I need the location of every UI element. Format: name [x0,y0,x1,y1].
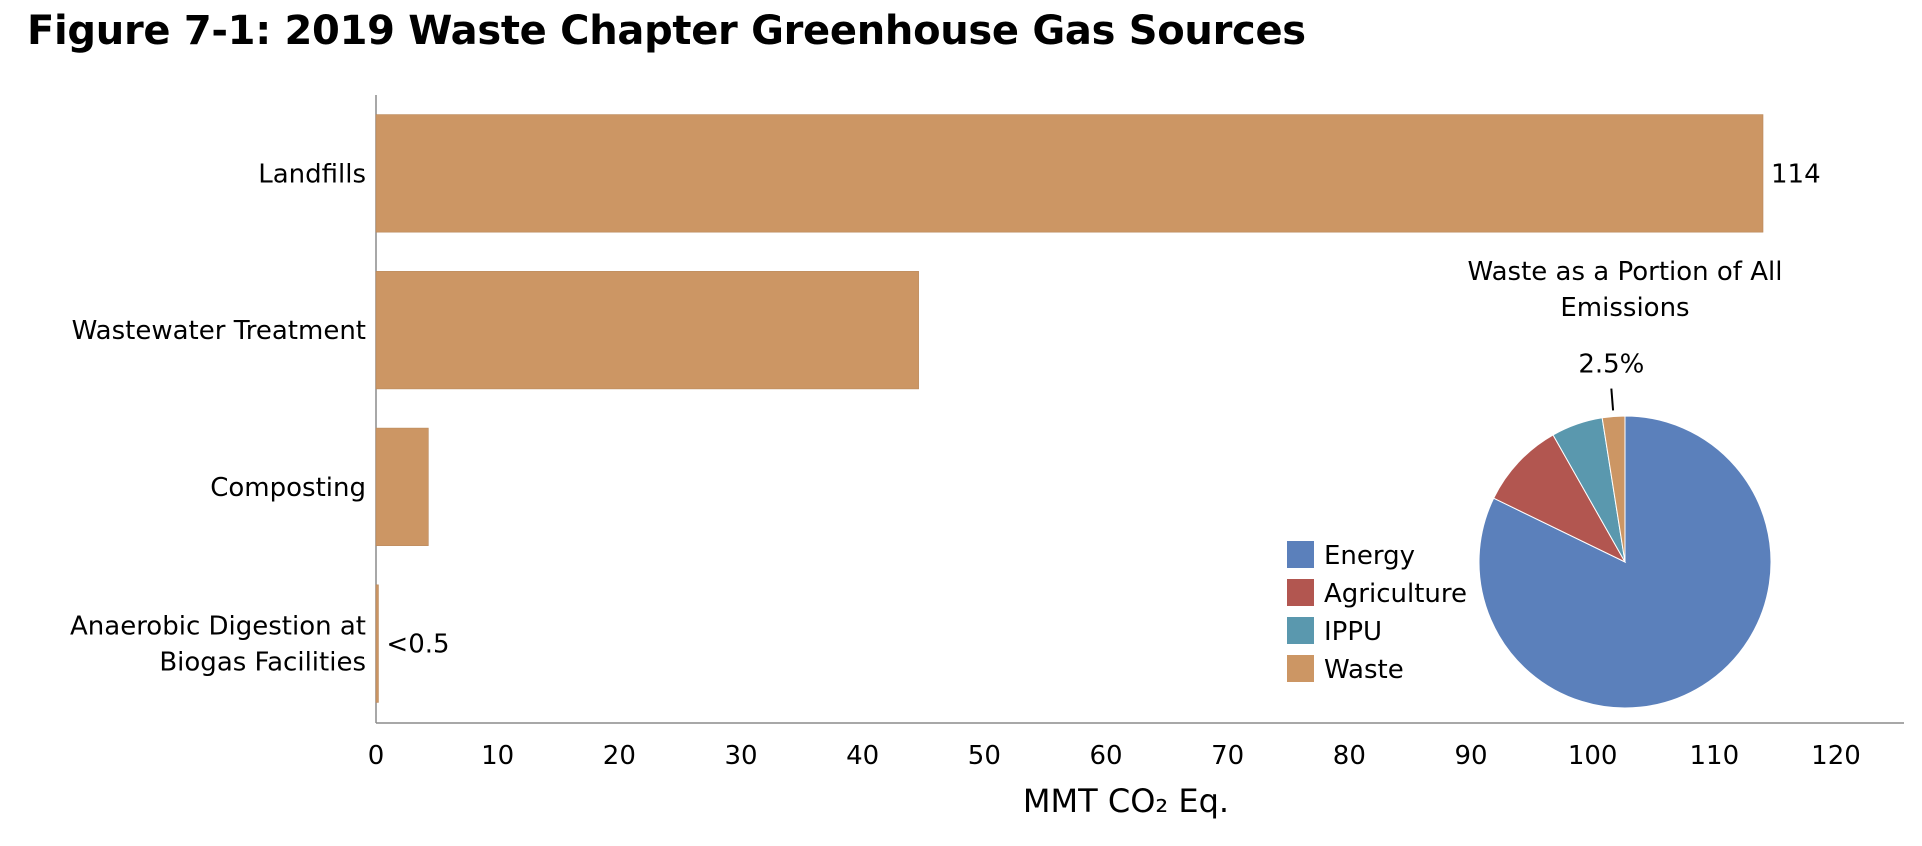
legend-swatch [1287,655,1314,682]
pie-slice [1601,415,1626,563]
legend-label: IPPU [1324,617,1382,647]
x-tick-label: 90 [1454,741,1487,771]
legend-label: Energy [1324,541,1415,571]
x-tick-label: 50 [968,741,1001,771]
pie-title: Waste as a Portion of All [1468,257,1783,287]
legend-label: Waste [1324,655,1404,685]
x-tick-label: 70 [1211,741,1244,771]
pie-title: Emissions [1560,293,1689,323]
x-tick-label: 20 [603,741,636,771]
category-label: Anaerobic Digestion at [70,612,366,642]
x-tick-label: 30 [724,741,757,771]
pie-leader-line [1610,388,1615,411]
bar [375,427,429,546]
x-tick-label: 110 [1690,741,1740,771]
pie-chart: 2.5% Waste as a Portion of All Emissions En… [1287,257,1783,709]
category-label: Landfills [258,159,366,189]
category-label: Wastewater Treatment [72,316,366,346]
legend-label: Agriculture [1324,579,1467,609]
x-tick-label: 100 [1568,741,1618,771]
legend-swatch [1287,541,1314,568]
data-label: <0.5 [386,630,449,660]
x-tick-label: 10 [481,741,514,771]
legend-swatch [1287,579,1314,606]
figure-title: Figure 7-1: 2019 Waste Chapter Greenhous… [27,8,1306,54]
x-tick-label: 60 [1089,741,1122,771]
bar-chart: Landfills 114 Wastewater Treatment Composti… [70,95,1904,820]
x-axis-title: MMT CO₂ Eq. [1023,782,1229,820]
legend-swatch [1287,617,1314,644]
bar [375,584,379,703]
bar [375,271,919,390]
x-tick-label: 0 [368,741,385,771]
category-label: Composting [210,473,366,503]
x-tick-label: 120 [1811,741,1861,771]
x-tick-label: 80 [1333,741,1366,771]
category-label: Biogas Facilities [159,648,366,678]
x-tick-label: 40 [846,741,879,771]
pie-data-label: 2.5% [1578,350,1644,380]
data-label: 114 [1771,159,1821,189]
bar [375,114,1764,233]
pie-slice [1493,434,1627,564]
